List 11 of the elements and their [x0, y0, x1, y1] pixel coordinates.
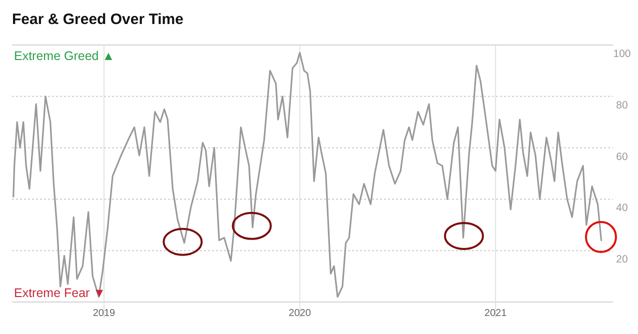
x-tick-label: 2019	[92, 308, 116, 319]
annotation: Extreme Greed ▲	[14, 49, 115, 63]
chart-title: Fear & Greed Over Time	[12, 11, 184, 28]
x-tick-label: 2020	[288, 308, 312, 319]
y-tick-label: 40	[616, 202, 628, 214]
y-tick-label: 80	[616, 99, 628, 112]
x-tick-label: 2021	[484, 308, 508, 319]
y-tick-label: 20	[616, 254, 628, 266]
annotation: Extreme Fear ▼	[14, 286, 106, 300]
y-tick-label: 100	[613, 48, 631, 60]
y-tick-label: 60	[616, 150, 628, 163]
